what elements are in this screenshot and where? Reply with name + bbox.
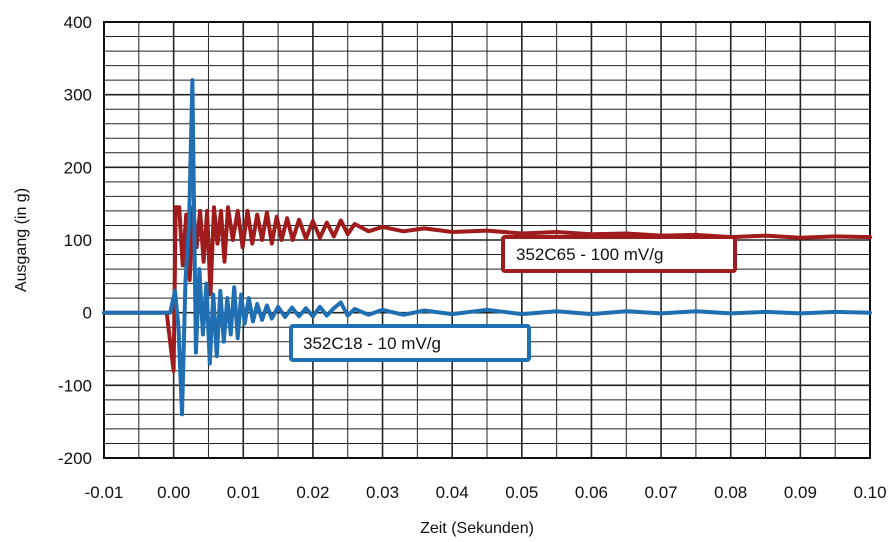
legend-label-352c65: 352C65 - 100 mV/g bbox=[501, 235, 737, 273]
x-tick-labels: -0.01 0.00 0.01 0.02 0.03 0.04 0.05 0.06 0.07 0.0… bbox=[85, 483, 887, 502]
x-tick-label: 0.01 bbox=[227, 483, 260, 502]
legend-text-352c18: 352C18 - 10 mV/g bbox=[303, 334, 441, 353]
y-tick-label: 100 bbox=[64, 231, 92, 250]
legend-text-352c65: 352C65 - 100 mV/g bbox=[516, 245, 663, 264]
x-tick-label: 0.06 bbox=[575, 483, 608, 502]
y-tick-label: 0 bbox=[83, 304, 92, 323]
legend-box-352c65 bbox=[501, 235, 737, 273]
x-tick-label: 0.02 bbox=[296, 483, 329, 502]
series-line-1 bbox=[102, 78, 872, 417]
x-tick-label: 0.07 bbox=[645, 483, 678, 502]
y-tick-label: 300 bbox=[64, 86, 92, 105]
x-axis-title: Zeit (Sekunden) bbox=[420, 520, 534, 537]
x-tick-label: 0.03 bbox=[366, 483, 399, 502]
x-tick-label: 0.10 bbox=[853, 483, 886, 502]
plot-border bbox=[103, 21, 871, 459]
y-tick-label: -100 bbox=[58, 376, 92, 395]
series-line-0 bbox=[102, 205, 872, 373]
y-tick-label: -200 bbox=[58, 449, 92, 468]
y-axis-title: Ausgang (in g) bbox=[13, 188, 30, 292]
x-tick-label: 0.09 bbox=[784, 483, 817, 502]
x-tick-label: -0.01 bbox=[85, 483, 124, 502]
series-layer bbox=[102, 78, 872, 417]
x-tick-label: 0.08 bbox=[714, 483, 747, 502]
y-tick-label: 200 bbox=[64, 158, 92, 177]
legend-label-352c18: 352C18 - 10 mV/g bbox=[289, 324, 531, 362]
x-tick-label: 0.04 bbox=[436, 483, 469, 502]
y-tick-label: 400 bbox=[64, 13, 92, 32]
x-tick-label: 0.00 bbox=[157, 483, 190, 502]
legend-box-352c18 bbox=[289, 324, 531, 362]
y-tick-labels: 400 300 200 100 0 -100 -200 bbox=[58, 13, 92, 468]
x-tick-label: 0.05 bbox=[505, 483, 538, 502]
